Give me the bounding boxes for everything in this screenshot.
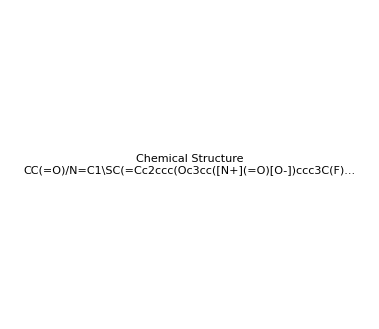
Text: Chemical Structure
CC(=O)/N=C1\SC(=Cc2ccc(Oc3cc([N+](=O)[O-])ccc3C(F)...: Chemical Structure CC(=O)/N=C1\SC(=Cc2cc… [23,154,356,175]
